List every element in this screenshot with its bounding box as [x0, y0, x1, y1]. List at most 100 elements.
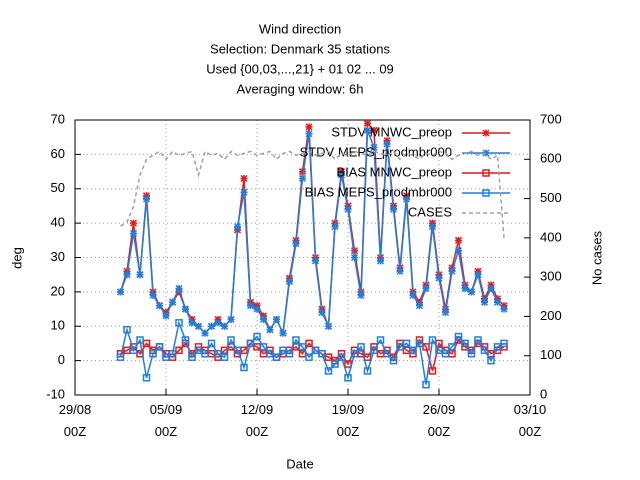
plot-frame	[74, 119, 531, 396]
data-point	[188, 319, 196, 327]
y-tick-label: 10	[51, 318, 65, 333]
data-point	[292, 336, 300, 344]
data-point	[448, 267, 456, 275]
y-tick-label: 20	[51, 283, 65, 298]
data-point	[201, 350, 209, 358]
legend-label: BIAS MEPS_prodmbr000	[305, 184, 452, 199]
data-point	[194, 322, 203, 330]
data-point	[344, 205, 352, 213]
data-point	[324, 322, 333, 330]
y-tick-label: -10	[46, 386, 65, 401]
data-point	[461, 339, 469, 348]
data-point	[279, 329, 287, 337]
legend-label: CASES	[408, 204, 452, 219]
data-point	[350, 247, 359, 255]
data-point	[142, 374, 151, 382]
data-point	[389, 205, 398, 213]
data-point	[149, 350, 157, 358]
data-point	[461, 284, 469, 292]
data-point	[402, 339, 411, 348]
data-point	[350, 350, 359, 358]
data-point	[500, 339, 508, 348]
data-point	[415, 302, 424, 310]
data-point	[207, 322, 216, 330]
data-point	[428, 367, 437, 375]
data-point	[272, 353, 281, 361]
chart-title: Wind direction	[259, 21, 341, 36]
data-point	[214, 319, 222, 327]
x-tick-label: 03/10 00Z	[513, 402, 547, 439]
y2-tick-label: 100	[540, 347, 562, 362]
legend-marker	[482, 149, 490, 157]
data-point	[363, 119, 372, 127]
data-point	[188, 353, 196, 361]
data-point	[266, 326, 274, 334]
data-point	[357, 291, 365, 299]
data-point	[142, 195, 151, 203]
data-point	[272, 315, 281, 323]
data-point	[220, 353, 229, 361]
data-point	[454, 247, 463, 255]
data-point	[168, 350, 177, 358]
data-point	[318, 308, 326, 317]
x-tick-label: 12/09 00Z	[240, 402, 274, 439]
y2-axis-label: No cases	[589, 230, 604, 285]
data-point	[363, 367, 372, 375]
data-point	[259, 315, 268, 323]
data-point	[454, 332, 463, 341]
data-point	[422, 284, 430, 292]
data-point	[253, 305, 261, 313]
data-point	[344, 374, 352, 382]
data-point	[474, 271, 482, 279]
data-point	[493, 298, 502, 306]
y-tick-label: 40	[51, 215, 65, 230]
data-point	[292, 240, 300, 248]
data-point	[246, 339, 255, 348]
legend-marker	[482, 129, 490, 137]
data-point	[376, 336, 385, 344]
data-point	[233, 223, 242, 231]
x-axis-label: Date	[286, 456, 313, 471]
data-point	[402, 195, 411, 203]
data-point	[370, 346, 378, 355]
legend-marker	[482, 169, 490, 177]
legend-label: STDV MNWC_preop	[331, 124, 452, 139]
data-point	[389, 356, 398, 365]
series-line	[119, 130, 505, 336]
data-point	[129, 219, 138, 227]
data-point	[500, 305, 508, 313]
y-tick-label: 50	[51, 180, 65, 195]
data-point	[123, 325, 131, 334]
data-point	[240, 188, 248, 196]
data-point	[448, 343, 456, 351]
data-point	[116, 353, 125, 361]
data-point	[415, 339, 424, 348]
data-point	[233, 346, 242, 355]
series-line	[120, 150, 505, 238]
data-point	[305, 353, 313, 361]
data-point	[227, 336, 235, 344]
data-point	[435, 274, 443, 282]
data-point	[168, 298, 177, 306]
data-point	[136, 336, 144, 344]
data-point	[370, 143, 378, 152]
x-tick-label: 05/09 00Z	[149, 402, 183, 439]
data-point	[220, 322, 229, 330]
y-axis-label: deg	[9, 247, 24, 269]
data-point	[175, 319, 183, 327]
data-point	[409, 291, 417, 299]
data-point	[123, 271, 131, 279]
data-point	[454, 236, 463, 244]
data-point	[155, 302, 164, 310]
data-point	[246, 302, 255, 310]
data-point	[285, 350, 294, 358]
data-point	[441, 308, 450, 317]
data-point	[487, 284, 495, 292]
data-point	[318, 350, 326, 358]
data-point	[298, 343, 307, 351]
y2-tick-label: 300	[540, 269, 562, 284]
data-point	[383, 350, 391, 358]
data-point	[311, 257, 320, 265]
data-point	[428, 223, 437, 231]
